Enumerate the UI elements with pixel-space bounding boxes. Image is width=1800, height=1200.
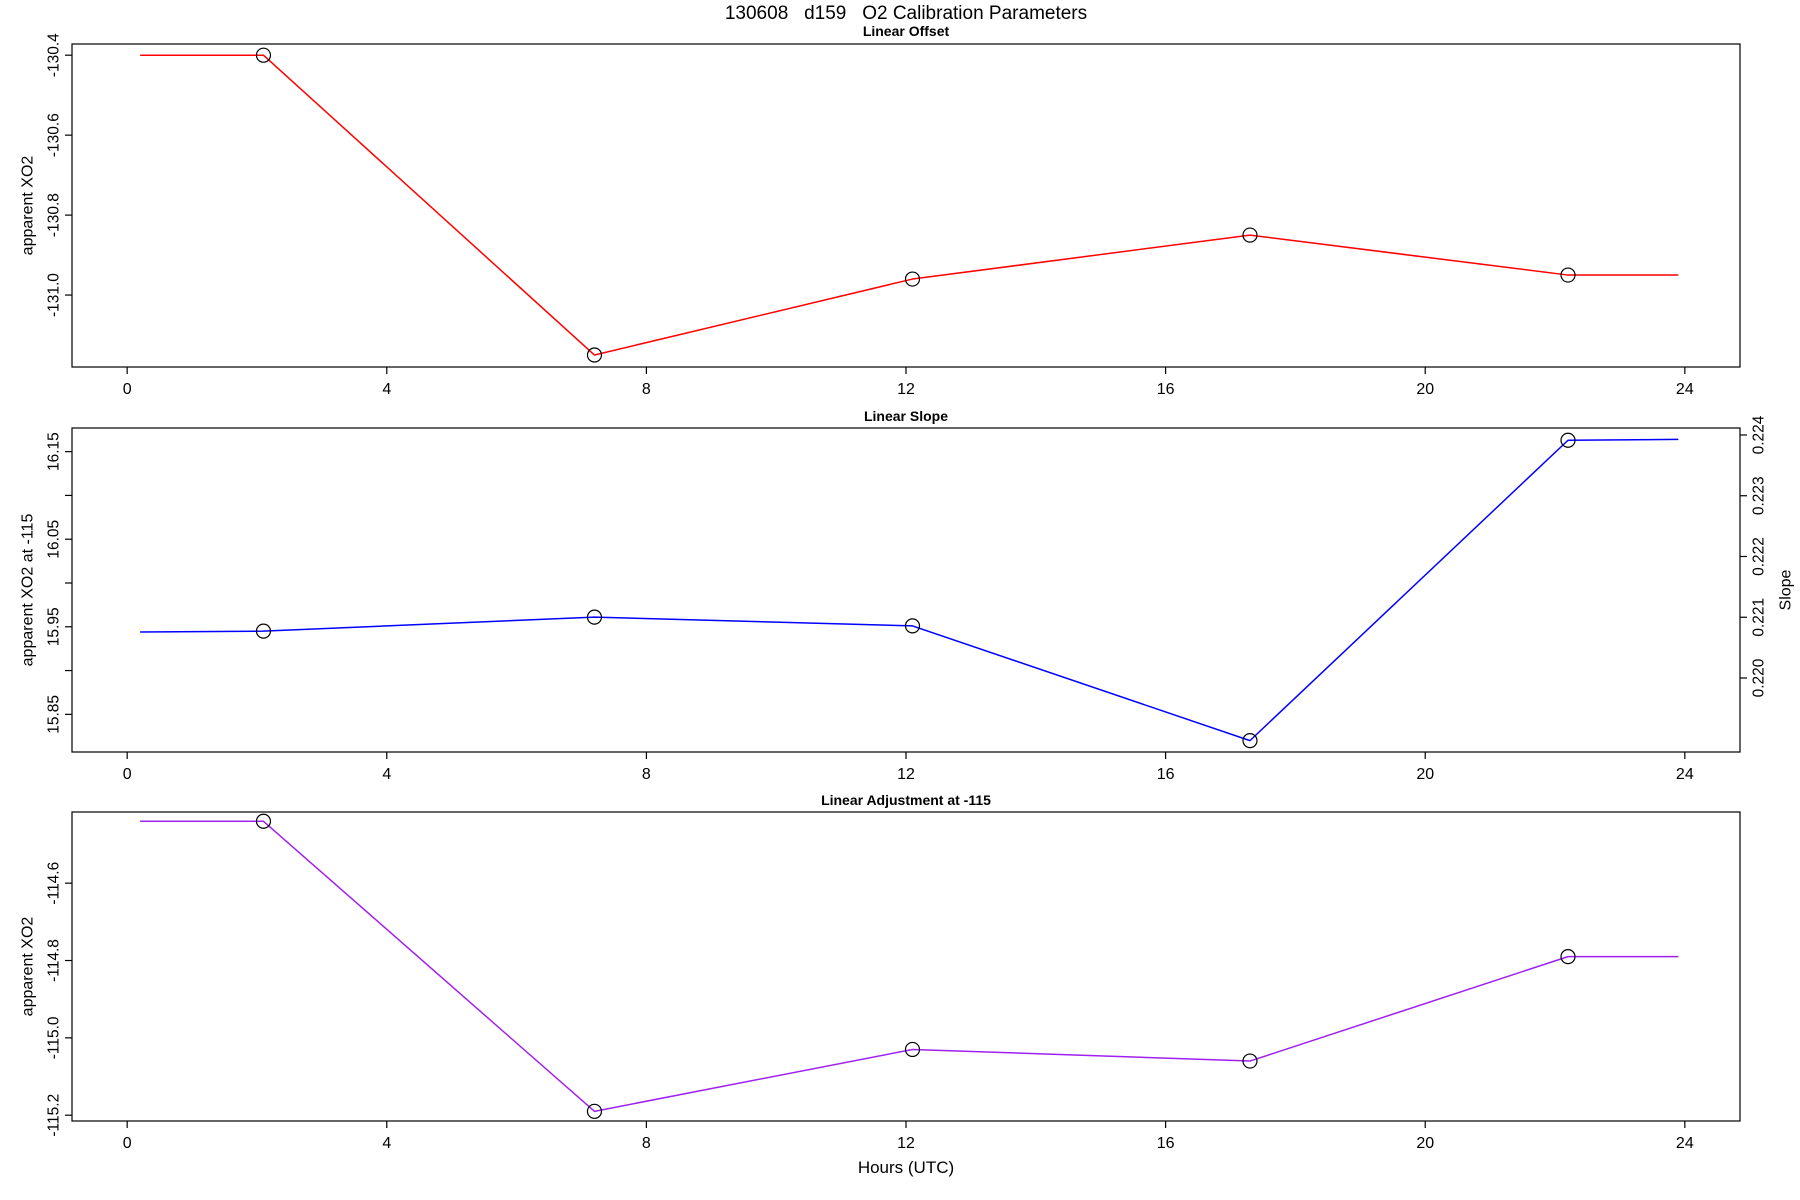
panel-linear-adjustment: Linear Adjustment at -115 0 4 8 12 16 20 24 -114… [20,792,1741,1152]
data-line [140,820,1679,1113]
figure-title: 130608 d159 O2 Calibration Parameters [724,3,1088,24]
x-tick-label: 0 [123,766,132,783]
y-tick-label: -115.0 [46,1016,63,1059]
y-tick-label: 16.15 [46,432,63,471]
x-tick-label: 0 [123,381,132,398]
x-axis-label: Hours (UTC) [857,1158,955,1177]
plot-box [71,427,1741,753]
data-point-marker [1560,267,1576,283]
data-point-marker [1242,733,1258,749]
x-tick-label: 16 [1157,1135,1175,1152]
x-tick-label: 8 [642,766,651,783]
data-point-marker [255,47,272,63]
panel-linear-offset: Linear Offset 0 4 8 12 16 20 24 -130.4 -130.6 -130… [20,23,1741,398]
x-tick-label: 20 [1416,381,1434,398]
data-point-marker [255,813,272,829]
right-y-tick-label: 0.221 [1751,598,1768,637]
y-tick-label: -131.0 [46,273,63,317]
y-tick-label: -114.6 [46,862,63,905]
y-tick-label: -130.8 [46,193,63,237]
x-tick-label: 4 [382,381,391,398]
x-tick-label: 12 [897,381,915,398]
right-y-tick-label: 0.223 [1751,476,1768,515]
data-point-marker [1560,432,1576,448]
data-line [140,54,1679,356]
x-tick-label: 12 [897,766,915,783]
plot-box [71,43,1741,368]
data-point-marker [1242,227,1258,243]
data-point-marker [586,609,603,625]
plot-box [71,811,1741,1122]
panel-title: Linear Adjustment at -115 [821,792,991,808]
y-axis-label: apparent XO2 at -115 [20,514,37,667]
x-tick-label: 8 [642,1135,651,1152]
data-point-marker [904,618,921,634]
x-tick-label: 16 [1157,766,1175,783]
x-tick-label: 4 [382,1135,391,1152]
y-axis-label: apparent XO2 [20,917,37,1017]
data-point-marker [586,1103,603,1119]
data-point-marker [255,623,272,639]
y-tick-label: -130.6 [46,113,63,157]
panel-title: Linear Slope [864,410,948,424]
x-tick-label: 8 [642,381,651,398]
x-tick-label: 20 [1416,1135,1434,1152]
x-tick-label: 4 [382,766,391,783]
y-tick-label: -130.4 [46,33,63,77]
x-tick-label: 24 [1676,1135,1694,1152]
data-point-marker [904,1041,921,1058]
data-point-marker [1560,949,1576,965]
data-point-marker [904,271,921,287]
data-point-marker [1242,1053,1258,1069]
x-tick-label: 0 [123,1135,132,1152]
y-tick-label: -114.8 [46,939,63,982]
x-tick-label: 24 [1676,381,1694,398]
y-tick-label: -115.2 [46,1094,63,1137]
y-tick-label: 15.85 [46,695,63,734]
right-y-tick-label: 0.220 [1751,658,1768,697]
panel-linear-slope: Linear Slope 0 4 8 12 16 20 24 15.85 15.95 16.05 16… [20,410,1795,783]
x-tick-label: 16 [1157,381,1175,398]
right-y-axis-label: Slope [1778,569,1795,610]
right-y-tick-label: 0.224 [1751,415,1768,454]
right-y-tick-label: 0.222 [1751,537,1768,576]
x-tick-label: 24 [1676,766,1694,783]
y-tick-label: 15.95 [46,607,63,646]
y-axis-label: apparent XO2 [20,156,37,256]
x-tick-label: 20 [1416,766,1434,783]
data-line [140,438,1679,742]
y-tick-label: 16.05 [46,520,63,559]
x-tick-label: 12 [897,1135,915,1152]
panel-title: Linear Offset [863,23,950,39]
data-point-marker [586,347,603,363]
